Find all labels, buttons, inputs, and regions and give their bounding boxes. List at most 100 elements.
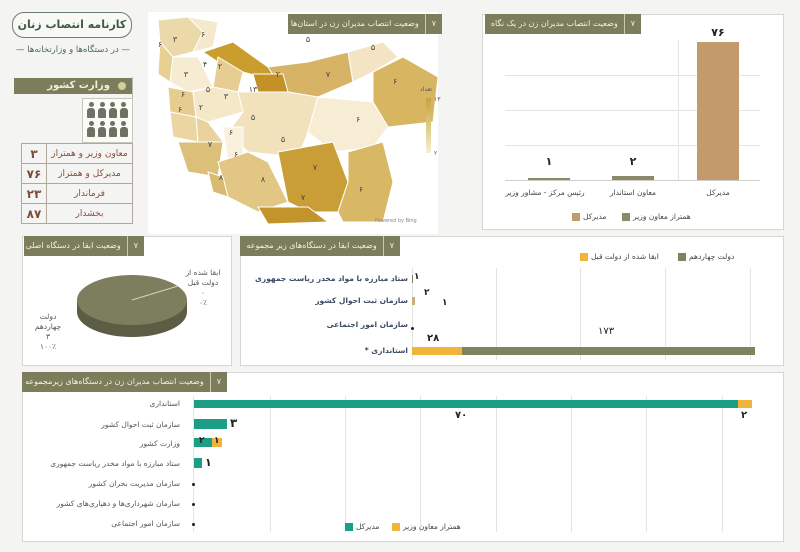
grid-line [496, 396, 497, 532]
svg-text:۲: ۲ [218, 62, 222, 71]
bar-value: ۲ [424, 288, 430, 298]
person-icon [108, 120, 119, 140]
stat-label: فرماندار [46, 183, 133, 204]
zero-marker [411, 327, 414, 330]
sub-org-appointments-panel [22, 372, 784, 542]
grid-line [571, 396, 572, 532]
bar-value: ۱ [414, 272, 420, 282]
category-label: استانداری [149, 399, 180, 408]
pie-label-kept: ابقا شده از دولت قبل ۰ ۰٪ [185, 268, 221, 307]
svg-text:۱۳: ۱۳ [249, 85, 258, 94]
bar-segment [412, 275, 413, 283]
svg-text:۶: ۶ [181, 90, 185, 99]
category-label: سازمان ثبت احوال کشور [315, 296, 408, 305]
map-legend-title: تعداد [420, 86, 433, 93]
svg-text:۶: ۶ [393, 77, 397, 86]
stat-label: مدیرکل و همتراز [46, 163, 133, 184]
grid-line [505, 75, 760, 76]
map-panel-title: ۷ وضعیت انتصاب مدیران زن در استان‌ها [288, 14, 442, 34]
svg-text:۵: ۵ [371, 43, 375, 52]
svg-text:۶: ۶ [356, 115, 360, 124]
svg-text:۳: ۳ [224, 92, 229, 101]
bar-value: ۱ [214, 436, 220, 446]
bar-value: ۳ [230, 416, 238, 430]
panel-number: ۷ [126, 236, 138, 256]
ministry-label: وزارت کشور [14, 78, 132, 94]
svg-text:۶: ۶ [158, 40, 162, 49]
svg-text:۵: ۵ [251, 113, 255, 122]
legend-swatch-icon [622, 212, 630, 221]
svg-text:۶: ۶ [234, 150, 238, 159]
pie-chart [77, 275, 187, 337]
pie-label-new: دولت چهاردهم ۳ ۱۰۰٪ [34, 312, 62, 351]
svg-text:۳: ۳ [184, 70, 189, 79]
panel-number: ۷ [209, 372, 221, 392]
grid-line [646, 396, 647, 532]
legend-item: همتراز معاون وزیر [392, 522, 461, 531]
category-label: ستاد مبارزه با مواد مخدر ریاست جمهوری [50, 459, 180, 468]
panel-title-text: وضعیت انتصاب مدیران زن در یک نگاه [490, 19, 618, 28]
stat-label: بخشدار [46, 203, 133, 224]
category-label: سازمان شهرداری‌ها و دهیاری‌های کشور [56, 499, 180, 508]
x-axis-label: معاون استاندار [609, 188, 657, 197]
grid-line [665, 268, 666, 360]
pie-panel-title: ۷ وضعیت ابقا در دستگاه اصلی [24, 236, 144, 256]
grid-line [505, 145, 760, 146]
grid-line [420, 396, 421, 532]
bar-value: ۱۷۳ [598, 326, 615, 337]
svg-text:۸: ۸ [261, 175, 266, 184]
bar-segment-director [194, 419, 227, 429]
person-icon [97, 102, 108, 121]
grid-line [678, 40, 679, 180]
category-label: سازمان امور اجتماعی [326, 320, 408, 329]
bar-director-general [697, 42, 739, 180]
bar-segment-new [462, 347, 755, 355]
panel-number: ۷ [424, 14, 436, 34]
bar-value: ۱ [442, 298, 448, 308]
zero-marker [192, 483, 195, 486]
legend-item: مدیرکل [572, 212, 606, 221]
person-icon [118, 120, 129, 140]
category-label: سازمان مدیریت بحران کشور [88, 479, 180, 488]
stat-value: ۷۶ [21, 163, 47, 184]
category-label: استانداری * [364, 346, 408, 355]
bar-value: ۷۰ [455, 410, 468, 421]
table-row: ۸۷ بخشدار [21, 203, 133, 224]
bar-segment [412, 297, 415, 305]
infographic-subtitle: — در دستگاه‌ها و وزارتخانه‌ها — [16, 45, 130, 55]
map-legend-min: ۲ [434, 150, 438, 157]
x-axis-label: رئیس مرکز - مشاور وزیر [505, 188, 585, 197]
grid-line [270, 396, 271, 532]
bar-value: ۲ [629, 155, 637, 168]
bar-value: ۱ [545, 155, 553, 168]
y-axis [193, 396, 194, 532]
bullet-icon [118, 82, 126, 90]
panel-title-text: وضعیت ابقا در دستگاه‌های زیر مجموعه [246, 241, 377, 250]
panel-title-text: وضعیت ابقا در دستگاه اصلی [25, 241, 121, 250]
svg-text:۶: ۶ [201, 30, 205, 39]
province-value: ۳ [173, 35, 178, 44]
panel-title-text: وضعیت انتصاب مدیران زن در دستگاه‌های زیر… [25, 377, 204, 386]
svg-text:۷: ۷ [301, 193, 306, 202]
bar-segment-kept [412, 347, 462, 355]
svg-text:۵: ۵ [206, 85, 210, 94]
svg-text:۴: ۴ [203, 60, 207, 69]
legend-swatch-icon [678, 252, 686, 261]
svg-text:۶: ۶ [359, 185, 363, 194]
bar-segment-director [194, 438, 212, 447]
stat-value: ۲۳ [21, 183, 47, 204]
legend-item: مدیرکل [345, 522, 379, 531]
svg-text:۸: ۸ [219, 173, 224, 182]
y-axis [412, 268, 413, 360]
table-row: ۳ معاون وزیر و همتراز [21, 143, 133, 164]
svg-text:۶: ۶ [229, 128, 233, 137]
retention-panel-title: ۷ وضعیت ابقا در دستگاه‌های زیر مجموعه [240, 236, 400, 256]
stat-value: ۸۷ [21, 203, 47, 224]
ministry-stats-table: ۳ معاون وزیر و همتراز ۷۶ مدیرکل و همتراز ۲… [21, 143, 133, 224]
ministry-name: وزارت کشور [47, 80, 110, 91]
bar-deputy-governor [612, 176, 654, 180]
bar-segment-director [194, 458, 202, 468]
bar-center-head [528, 178, 570, 180]
table-row: ۲۳ فرماندار [21, 183, 133, 204]
bar-segment-director [194, 400, 738, 408]
